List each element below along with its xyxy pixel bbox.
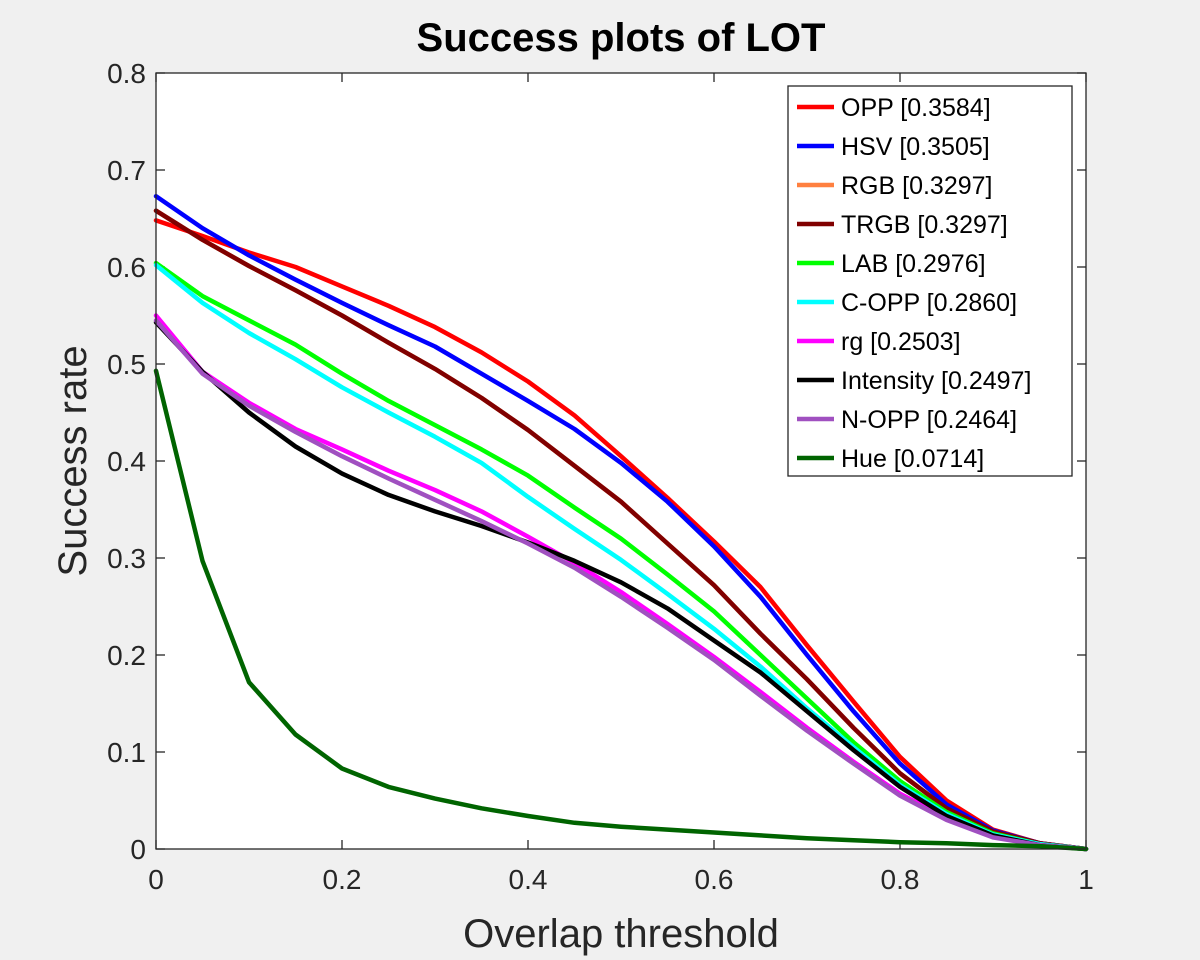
legend-label: Intensity [0.2497] [841,367,1031,395]
y-tick-label: 0.7 [107,155,146,186]
series-line-hue-0-0714 [153,368,1089,852]
legend-label: OPP [0.3584] [841,94,991,122]
y-tick-label: 0.3 [107,543,146,574]
y-tick-label: 0.8 [107,58,146,89]
legend-box [787,85,1073,477]
legend-label: LAB [0.2976] [841,250,986,278]
y-tick-label: 0.2 [107,640,146,671]
legend-label: RGB [0.3297] [841,172,992,200]
legend-entry: TRGB [0.3297] [797,211,1008,239]
series-line-intensity-0-2497 [153,320,1089,852]
legend-entries: OPP [0.3584] HSV [0.3505] RGB [0.3297] TRGB… [797,94,1031,473]
y-axis-label: Success rate [51,345,95,576]
series-line-n-opp-0-2464 [153,318,1089,852]
x-axis-label: Overlap threshold [463,912,779,956]
series-lines [153,193,1089,852]
x-tick-label: 0.2 [323,864,362,895]
x-tick-label: 1 [1078,864,1094,895]
x-tick-label: 0.4 [509,864,548,895]
legend-label: Hue [0.0714] [841,445,984,473]
legend-label: HSV [0.3505] [841,133,990,161]
legend-label: N-OPP [0.2464] [841,406,1017,434]
series-line-hsv-0-3505 [153,193,1089,852]
y-tick-label: 0.4 [107,446,146,477]
chart-title: Success plots of LOT [417,16,826,60]
legend-label: rg [0.2503] [841,328,961,356]
legend-entry: rg [0.2503] [797,328,961,356]
x-tick-label: 0.6 [695,864,734,895]
y-tick-label: 0 [130,834,146,865]
plot-area-border [155,72,1087,850]
legend: OPP [0.3584] HSV [0.3505] RGB [0.3297] TRGB… [787,85,1073,477]
legend-entry: Hue [0.0714] [797,445,984,473]
x-tick-label: 0.8 [881,864,920,895]
legend-entry: OPP [0.3584] [797,94,991,122]
y-tick-label: 0.5 [107,349,146,380]
legend-entry: C-OPP [0.2860] [797,289,1017,317]
legend-label: TRGB [0.3297] [841,211,1008,239]
legend-entry: RGB [0.3297] [797,172,992,200]
tick-labels: 0 0.2 0.4 0.6 0.8 1 0 0.1 0.2 0.3 0.4 0.5 0.6 0.7 0.8 [107,58,1094,895]
series-line-opp-0-3584 [153,218,1089,852]
series-line-trgb-0-3297 [153,208,1089,852]
legend-entry: LAB [0.2976] [797,250,986,278]
legend-entry: N-OPP [0.2464] [797,406,1017,434]
y-tick-label: 0.6 [107,252,146,283]
legend-entry: HSV [0.3505] [797,133,990,161]
y-tick-label: 0.1 [107,737,146,768]
legend-label: C-OPP [0.2860] [841,289,1017,317]
legend-entry: Intensity [0.2497] [797,367,1031,395]
x-tick-label: 0 [148,864,164,895]
